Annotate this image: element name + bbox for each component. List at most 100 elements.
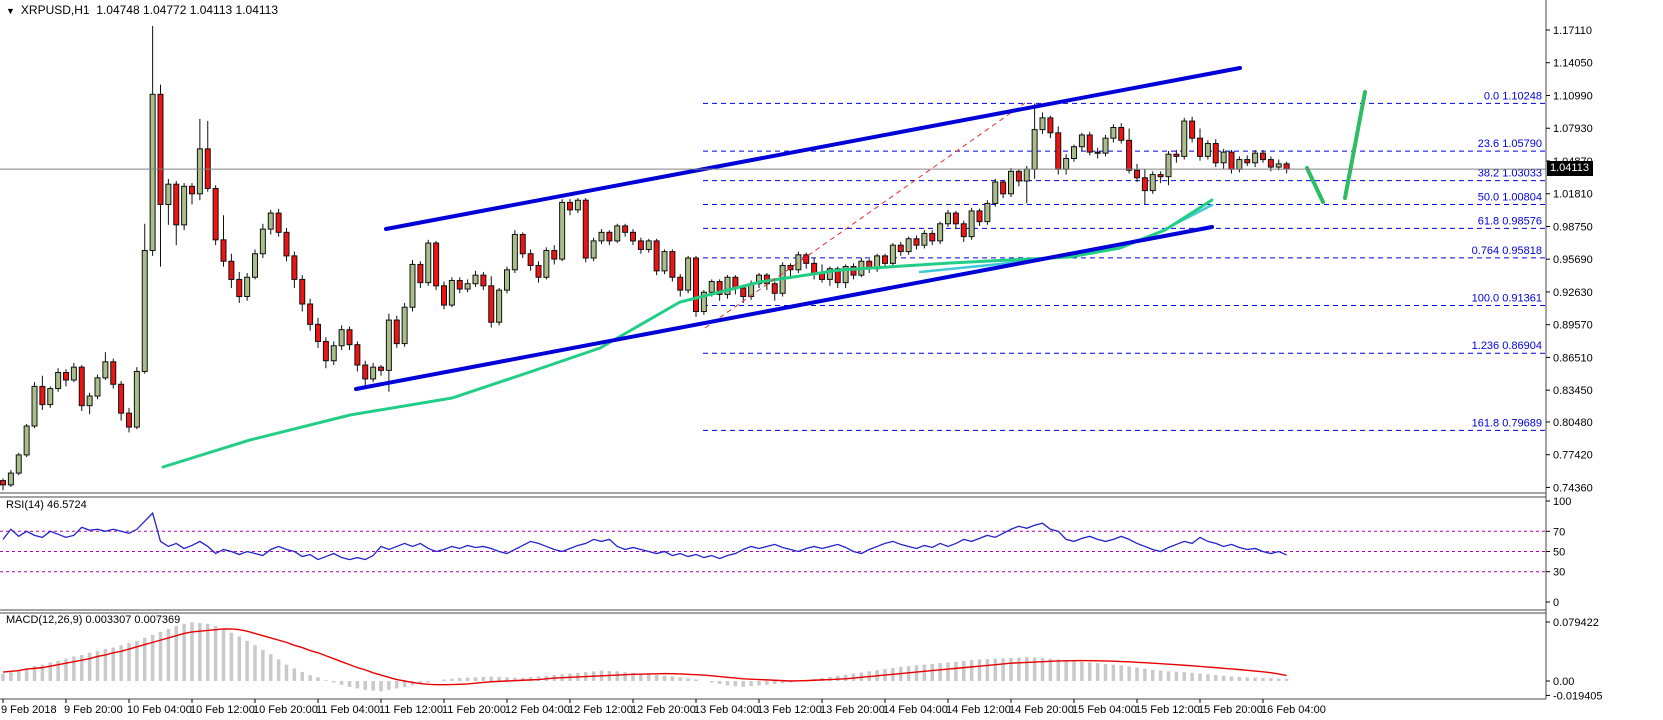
time-axis-label: 9 Feb 2018 bbox=[1, 704, 57, 716]
candle-body bbox=[882, 255, 888, 264]
candle-body bbox=[921, 232, 928, 246]
macd-axis-label: 0.079422 bbox=[1553, 617, 1599, 629]
candle-body bbox=[354, 344, 361, 366]
candle-body bbox=[1236, 159, 1243, 170]
candle-body bbox=[362, 364, 369, 380]
candle-body bbox=[433, 242, 440, 287]
candle-body bbox=[637, 240, 644, 250]
time-axis-label: 13 Feb 12:00 bbox=[757, 704, 822, 716]
candle-body bbox=[952, 212, 959, 225]
candle-body bbox=[63, 372, 69, 381]
candle-body bbox=[1275, 163, 1282, 168]
candle-body bbox=[598, 231, 605, 242]
fibonacci-layer: 0.0 1.10248 23.6 1.05790 38.2 1.03033 50.0 … bbox=[703, 90, 1546, 431]
price-axis[interactable]: 1.171101.140501.109901.079301.048701.018… bbox=[1546, 25, 1603, 702]
candle-body bbox=[165, 183, 172, 206]
candle-body bbox=[370, 366, 377, 380]
current-price-badge: 1.04113 bbox=[1547, 161, 1593, 176]
candle-body bbox=[685, 257, 692, 291]
candle-body bbox=[94, 377, 101, 397]
time-axis-label: 14 Feb 12:00 bbox=[946, 704, 1011, 716]
rsi-indicator-label: RSI(14) 46.5724 bbox=[6, 499, 87, 511]
candle-body bbox=[31, 385, 38, 427]
time-axis-label: 12 Feb 04:00 bbox=[505, 704, 570, 716]
candle-body bbox=[1189, 120, 1196, 139]
candle-body bbox=[393, 319, 400, 345]
candle-body bbox=[1000, 181, 1007, 195]
candle-body bbox=[126, 412, 132, 428]
candle-body bbox=[39, 385, 46, 406]
macd-panel[interactable] bbox=[1, 622, 1289, 692]
candle-body bbox=[55, 372, 62, 390]
candle-body bbox=[480, 274, 487, 287]
candle-body bbox=[889, 244, 896, 264]
candle-body bbox=[567, 201, 573, 211]
ma-green-line bbox=[161, 198, 1214, 469]
candle-body bbox=[330, 345, 337, 362]
price-axis-label: 1.07930 bbox=[1553, 123, 1593, 135]
time-axis-label: 15 Feb 20:00 bbox=[1198, 704, 1263, 716]
candle-body bbox=[1126, 139, 1133, 171]
candle-body bbox=[905, 238, 912, 253]
candle-body bbox=[937, 223, 944, 242]
candle-body bbox=[1283, 163, 1290, 170]
candle-body bbox=[992, 181, 999, 204]
symbol-ohlc-title: ▼ XRPUSD,H1 1.04748 1.04772 1.04113 1.041… bbox=[6, 3, 278, 17]
candle-body bbox=[1220, 151, 1227, 164]
candle-body bbox=[574, 199, 581, 211]
candle-body bbox=[441, 285, 447, 306]
candle-body bbox=[1063, 158, 1070, 170]
fib-label: 100.0 0.91361 bbox=[1472, 293, 1542, 305]
time-axis-label: 12 Feb 12:00 bbox=[568, 704, 633, 716]
rsi-axis-label: 70 bbox=[1553, 526, 1565, 538]
candle-body bbox=[1149, 174, 1156, 192]
candle-body bbox=[1173, 153, 1180, 157]
candle-body bbox=[535, 265, 542, 278]
trendline-drawings-layer[interactable] bbox=[354, 66, 1367, 391]
candle-body bbox=[1157, 174, 1164, 178]
candle-body bbox=[511, 233, 518, 271]
candle-body bbox=[252, 253, 258, 278]
panel-frames bbox=[0, 0, 1547, 700]
candle-body bbox=[724, 276, 731, 295]
candle-body bbox=[228, 260, 235, 280]
candle-body bbox=[1228, 151, 1235, 170]
time-axis-label: 12 Feb 20:00 bbox=[631, 704, 696, 716]
candle-body bbox=[212, 187, 219, 241]
candle-body bbox=[425, 242, 432, 284]
price-axis-label: 0.95690 bbox=[1553, 254, 1593, 266]
candle-body bbox=[220, 239, 227, 262]
candle-body bbox=[0, 480, 6, 486]
candle-body bbox=[700, 291, 707, 313]
chevron-down-icon[interactable]: ▼ bbox=[6, 6, 15, 16]
candle-body bbox=[196, 148, 203, 195]
candle-body bbox=[1031, 129, 1038, 170]
fib-label: 0.0 1.10248 bbox=[1484, 90, 1542, 102]
candle-body bbox=[244, 276, 251, 298]
candle-body bbox=[1267, 159, 1274, 168]
projection-arrow bbox=[1343, 90, 1367, 200]
candle-body bbox=[346, 329, 353, 346]
price-axis-label: 1.01810 bbox=[1553, 189, 1593, 201]
candle-body bbox=[283, 231, 290, 257]
candle-body bbox=[968, 210, 975, 238]
price-axis-label: 1.14050 bbox=[1553, 58, 1593, 70]
candle-body bbox=[669, 251, 676, 278]
time-axis-label: 14 Feb 04:00 bbox=[883, 704, 948, 716]
candle-body bbox=[417, 263, 424, 284]
candle-body bbox=[456, 279, 463, 290]
candle-body bbox=[606, 231, 613, 242]
candle-body bbox=[1197, 137, 1203, 157]
candle-body bbox=[1008, 170, 1014, 195]
candle-body bbox=[1078, 134, 1085, 148]
candle-body bbox=[622, 225, 629, 233]
candle-body bbox=[78, 366, 85, 407]
candle-body bbox=[47, 388, 54, 406]
candle-body bbox=[307, 303, 314, 325]
candle-body bbox=[472, 274, 479, 285]
rsi-panel[interactable] bbox=[0, 511, 1546, 573]
time-axis-label: 9 Feb 20:00 bbox=[64, 704, 123, 716]
candle-body bbox=[976, 210, 983, 223]
